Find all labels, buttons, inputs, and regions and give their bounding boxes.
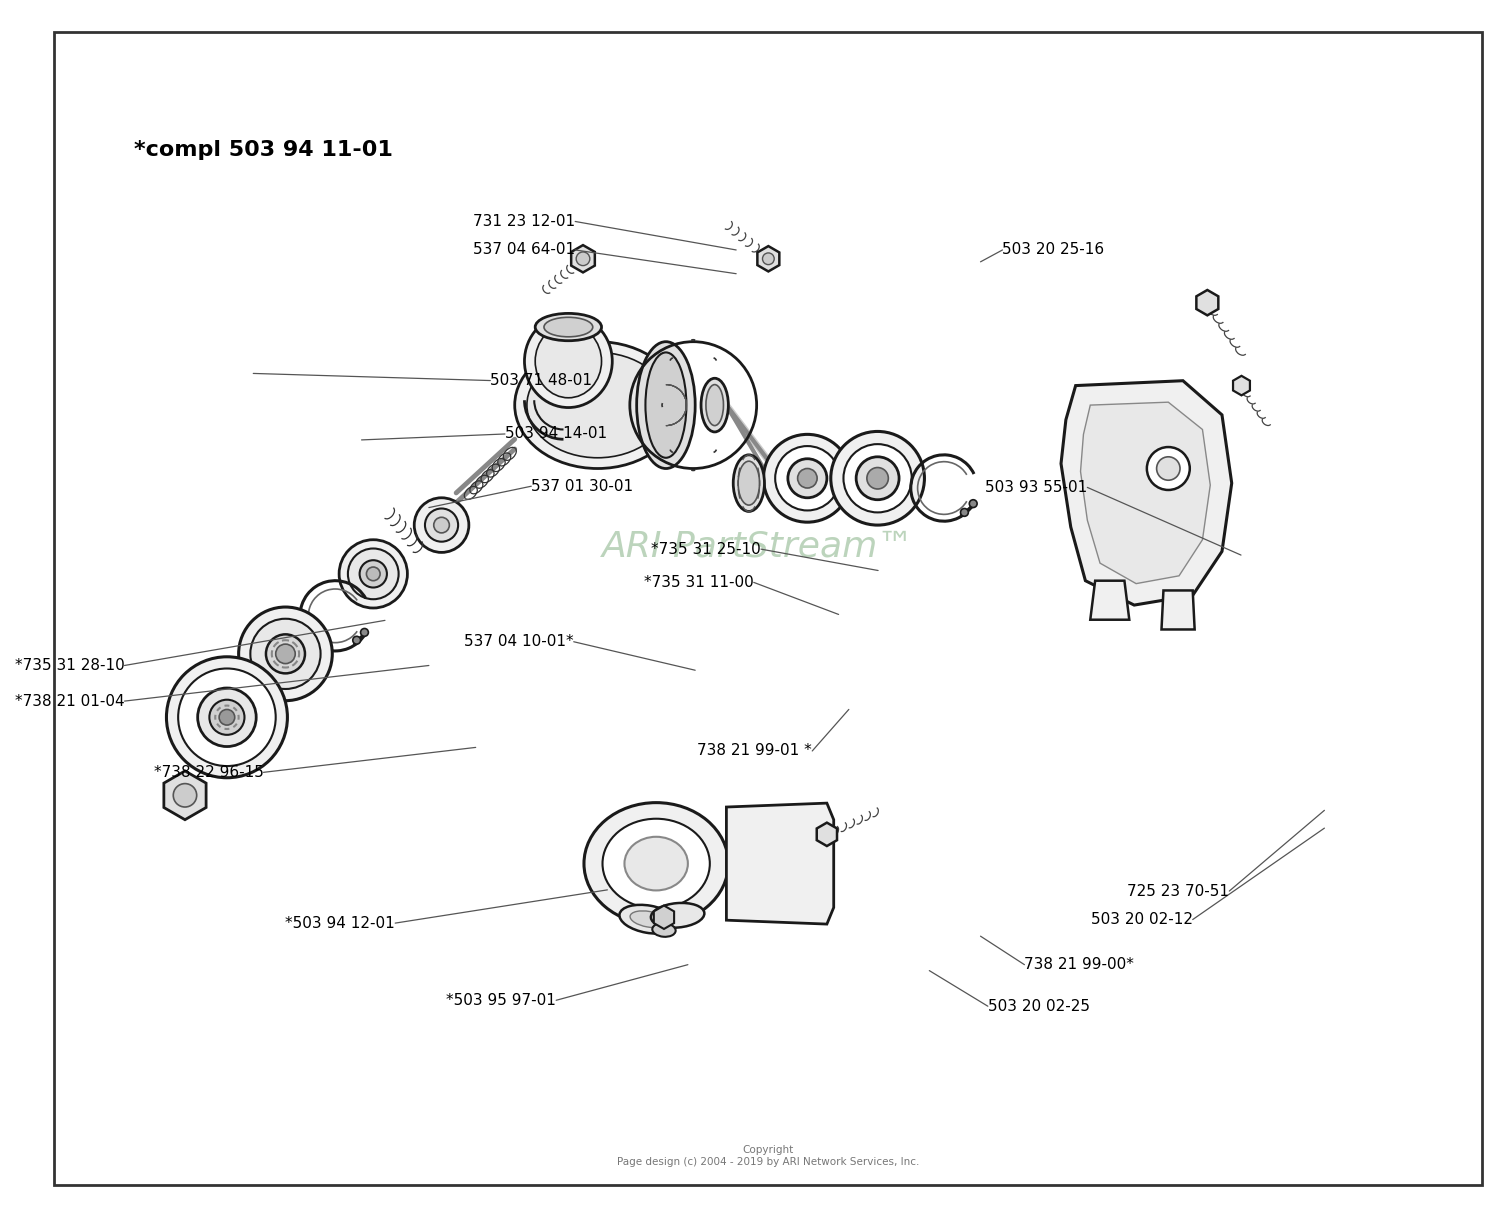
Text: Copyright
Page design (c) 2004 - 2019 by ARI Network Services, Inc.: Copyright Page design (c) 2004 - 2019 by… <box>616 1145 920 1167</box>
Circle shape <box>433 517 450 533</box>
Text: 738 21 99-00*: 738 21 99-00* <box>1024 957 1134 972</box>
Circle shape <box>366 567 380 581</box>
Circle shape <box>219 710 234 725</box>
Text: *735 31 11-00: *735 31 11-00 <box>644 574 753 590</box>
Circle shape <box>198 688 256 746</box>
Polygon shape <box>1161 590 1194 629</box>
Ellipse shape <box>526 353 669 458</box>
Text: 503 20 02-25: 503 20 02-25 <box>988 999 1090 1014</box>
Circle shape <box>360 628 369 636</box>
Text: 503 93 55-01: 503 93 55-01 <box>986 479 1088 495</box>
Circle shape <box>414 498 470 553</box>
Text: ARI PartStream™: ARI PartStream™ <box>603 529 915 563</box>
Ellipse shape <box>514 342 681 469</box>
Circle shape <box>276 644 296 663</box>
Ellipse shape <box>525 315 612 408</box>
Circle shape <box>1148 447 1190 490</box>
Text: 725 23 70-51: 725 23 70-51 <box>1128 884 1230 898</box>
Circle shape <box>360 560 387 588</box>
Polygon shape <box>572 245 596 273</box>
Text: 503 20 02-12: 503 20 02-12 <box>1090 912 1192 927</box>
Circle shape <box>348 549 399 599</box>
Circle shape <box>266 634 305 673</box>
Polygon shape <box>1197 290 1218 315</box>
Polygon shape <box>726 803 834 924</box>
Text: *738 21 01-04: *738 21 01-04 <box>15 694 125 708</box>
Text: *735 31 28-10: *735 31 28-10 <box>15 658 125 673</box>
Circle shape <box>251 618 321 689</box>
Circle shape <box>238 607 333 701</box>
Ellipse shape <box>536 314 602 341</box>
Ellipse shape <box>603 819 709 908</box>
Ellipse shape <box>734 455 765 511</box>
Circle shape <box>764 434 852 522</box>
Text: *503 94 12-01: *503 94 12-01 <box>285 915 394 931</box>
Text: 537 01 30-01: 537 01 30-01 <box>531 478 633 494</box>
Polygon shape <box>1090 581 1130 619</box>
Text: *compl 503 94 11-01: *compl 503 94 11-01 <box>135 140 393 159</box>
Circle shape <box>867 467 888 489</box>
Ellipse shape <box>738 461 759 505</box>
Ellipse shape <box>630 910 666 927</box>
Ellipse shape <box>636 342 694 469</box>
Ellipse shape <box>645 353 687 458</box>
Circle shape <box>210 700 244 735</box>
Text: 537 04 10-01*: 537 04 10-01* <box>464 634 573 649</box>
Ellipse shape <box>620 904 678 933</box>
Circle shape <box>1156 456 1180 481</box>
Polygon shape <box>164 770 206 820</box>
Text: *503 95 97-01: *503 95 97-01 <box>447 993 556 1008</box>
Circle shape <box>174 784 196 807</box>
Circle shape <box>339 539 408 608</box>
Polygon shape <box>816 823 837 846</box>
Circle shape <box>831 432 924 525</box>
Text: 503 94 14-01: 503 94 14-01 <box>506 426 608 442</box>
Ellipse shape <box>651 903 705 927</box>
Circle shape <box>788 459 826 498</box>
Circle shape <box>776 447 840 510</box>
Text: 738 21 99-01 *: 738 21 99-01 * <box>698 744 812 758</box>
Ellipse shape <box>706 385 723 426</box>
Circle shape <box>424 509 458 542</box>
Circle shape <box>352 636 360 644</box>
Circle shape <box>798 469 818 488</box>
Circle shape <box>969 500 976 507</box>
Circle shape <box>843 444 912 512</box>
Text: 503 71 48-01: 503 71 48-01 <box>490 374 592 388</box>
Ellipse shape <box>536 325 602 398</box>
Ellipse shape <box>652 922 675 937</box>
Ellipse shape <box>700 378 729 432</box>
Text: *738 22 96-15: *738 22 96-15 <box>153 764 264 780</box>
Circle shape <box>856 456 898 500</box>
Polygon shape <box>1080 402 1210 584</box>
Circle shape <box>178 668 276 765</box>
Polygon shape <box>758 246 780 271</box>
Ellipse shape <box>624 837 688 891</box>
Text: 503 20 25-16: 503 20 25-16 <box>1002 242 1104 258</box>
Circle shape <box>576 252 590 265</box>
Polygon shape <box>1233 376 1250 396</box>
Polygon shape <box>1060 381 1232 605</box>
Text: *735 31 25-10: *735 31 25-10 <box>651 542 760 556</box>
Ellipse shape <box>584 803 729 925</box>
Ellipse shape <box>544 318 592 337</box>
Text: 731 23 12-01: 731 23 12-01 <box>472 214 574 229</box>
Circle shape <box>166 657 288 778</box>
Circle shape <box>960 509 969 516</box>
Text: 537 04 64-01: 537 04 64-01 <box>472 242 574 258</box>
Polygon shape <box>654 905 674 929</box>
Circle shape <box>762 253 774 264</box>
